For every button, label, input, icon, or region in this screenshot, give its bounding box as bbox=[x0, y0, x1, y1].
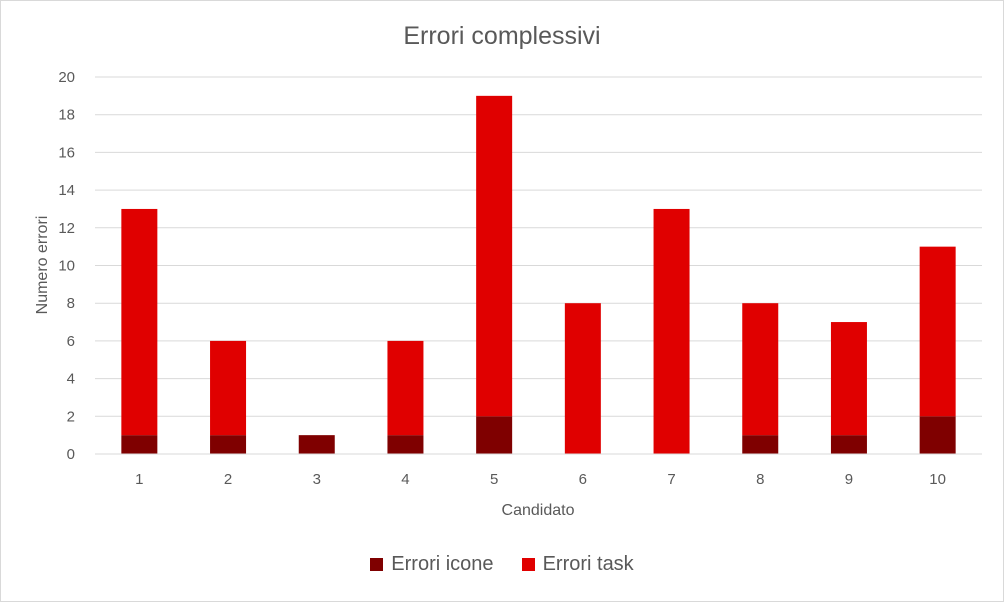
y-tick-label: 2 bbox=[67, 408, 75, 425]
x-tick-label: 3 bbox=[313, 471, 321, 488]
bar-errori-task bbox=[476, 95, 513, 417]
x-tick-label: 4 bbox=[401, 471, 409, 488]
y-axis-label: Numero errori bbox=[34, 216, 51, 315]
x-tick-label: 8 bbox=[756, 471, 764, 488]
bar-errori-icone bbox=[387, 435, 424, 454]
bar-errori-task bbox=[564, 303, 601, 454]
x-axis-label: Candidato bbox=[502, 502, 575, 519]
bar-errori-task bbox=[919, 246, 956, 417]
bar-errori-icone bbox=[476, 416, 513, 454]
bar-errori-task bbox=[830, 322, 867, 436]
bar-errori-icone bbox=[121, 435, 158, 454]
x-axis-ticks: 1 2 3 4 5 6 7 8 9 10 bbox=[135, 471, 946, 488]
legend-swatch-task bbox=[521, 558, 535, 571]
legend-label-task: Errori task bbox=[542, 553, 634, 575]
y-tick-label: 14 bbox=[58, 182, 75, 199]
y-tick-label: 12 bbox=[58, 220, 75, 237]
y-tick-label: 8 bbox=[67, 295, 75, 312]
legend-item-errori-icone: Errori icone bbox=[370, 553, 494, 576]
bar-errori-icone bbox=[919, 416, 956, 454]
legend: Errori icone Errori task bbox=[0, 553, 1004, 576]
bar-errori-task bbox=[121, 208, 158, 436]
y-tick-label: 18 bbox=[58, 107, 75, 124]
bar-errori-task bbox=[210, 340, 247, 436]
chart-title: Errori complessivi bbox=[403, 22, 600, 50]
x-tick-label: 5 bbox=[490, 471, 498, 488]
x-tick-label: 9 bbox=[845, 471, 853, 488]
x-tick-label: 1 bbox=[135, 471, 143, 488]
y-tick-label: 10 bbox=[58, 258, 75, 275]
y-tick-label: 16 bbox=[58, 144, 75, 161]
legend-item-errori-task: Errori task bbox=[521, 553, 634, 576]
y-tick-label: 6 bbox=[67, 333, 75, 350]
bar-errori-icone bbox=[830, 435, 867, 454]
y-axis-ticks: 0 2 4 6 8 10 12 14 16 18 20 bbox=[58, 69, 75, 463]
y-tick-label: 0 bbox=[67, 446, 75, 463]
bars bbox=[121, 95, 956, 454]
bar-errori-task bbox=[653, 208, 690, 454]
bar-errori-task bbox=[742, 303, 779, 436]
x-tick-label: 2 bbox=[224, 471, 232, 488]
bar-errori-icone bbox=[742, 435, 779, 454]
bar-errori-icone bbox=[298, 435, 335, 454]
x-tick-label: 6 bbox=[579, 471, 587, 488]
y-tick-label: 20 bbox=[58, 69, 75, 86]
x-tick-label: 7 bbox=[667, 471, 675, 488]
y-tick-label: 4 bbox=[67, 371, 75, 388]
bar-errori-task bbox=[387, 340, 424, 436]
x-tick-label: 10 bbox=[929, 471, 946, 488]
legend-swatch-icone bbox=[370, 558, 384, 571]
bar-errori-icone bbox=[210, 435, 247, 454]
legend-label-icone: Errori icone bbox=[391, 553, 494, 575]
